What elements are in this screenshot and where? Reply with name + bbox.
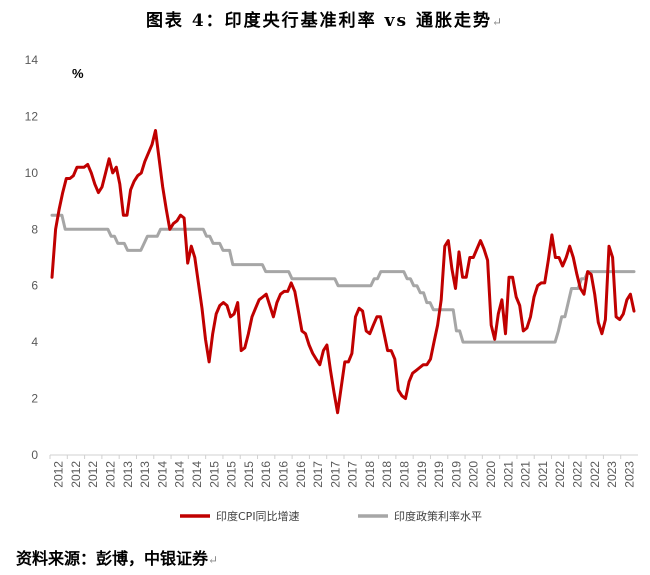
x-tick-label: 2023 — [605, 461, 619, 488]
x-tick-label: 2023 — [622, 461, 636, 488]
x-tick-label: 2019 — [415, 461, 429, 488]
y-tick-label: 8 — [31, 222, 38, 236]
y-tick-label: 0 — [31, 448, 38, 462]
y-tick-label: 4 — [31, 335, 38, 349]
x-tick-label: 2014 — [173, 461, 187, 488]
x-tick-label: 2021 — [501, 461, 515, 488]
x-tick-label: 2015 — [225, 461, 239, 488]
x-tick-label: 2017 — [311, 461, 325, 488]
x-tick-label: 2021 — [519, 461, 533, 488]
chart-title-text: 图表 4：印度央行基准利率 vs 通胀走势 — [145, 11, 492, 31]
source-text: 资料来源：彭博，中银证券 — [16, 549, 209, 568]
x-tick-label: 2021 — [536, 461, 550, 488]
y-tick-label: 10 — [25, 166, 39, 180]
return-mark: ↵ — [208, 553, 219, 567]
x-tick-label: 2012 — [104, 461, 118, 488]
legend-label-cpi: 印度CPI同比增速 — [216, 509, 300, 523]
x-tick-label: 2012 — [52, 461, 66, 488]
legend: 印度CPI同比增速 印度政策利率水平 — [180, 509, 482, 523]
y-unit-label: % — [72, 66, 84, 81]
x-tick-label: 2016 — [294, 461, 308, 488]
x-tick-label: 2020 — [484, 461, 498, 488]
x-tick-label: 2017 — [328, 461, 342, 488]
x-tick-label: 2018 — [380, 461, 394, 488]
x-tick-label: 2015 — [242, 461, 256, 488]
x-tick-label: 2022 — [570, 461, 584, 488]
return-mark: ↵ — [491, 15, 505, 29]
x-tick-label: 2013 — [138, 461, 152, 488]
x-tick-label: 2022 — [588, 461, 602, 488]
y-tick-label: 6 — [31, 279, 38, 293]
x-tick-label: 2018 — [398, 461, 412, 488]
x-tick-label: 2020 — [467, 461, 481, 488]
x-tick-label: 2015 — [207, 461, 221, 488]
y-axis: 0 2 4 6 8 10 12 14 — [25, 53, 39, 462]
x-tick-label: 2016 — [276, 461, 290, 488]
x-tick-label: 2018 — [363, 461, 377, 488]
x-tick-label: 2017 — [346, 461, 360, 488]
x-tick-label: 2019 — [449, 461, 463, 488]
cpi-series-line — [50, 129, 636, 415]
x-tick-label: 2012 — [86, 461, 100, 488]
x-tick-label: 2022 — [553, 461, 567, 488]
x-tick-label: 2013 — [121, 461, 135, 488]
y-tick-label: 14 — [25, 53, 39, 67]
chart-title: 图表 4：印度央行基准利率 vs 通胀走势↵ — [0, 6, 650, 31]
legend-label-policy-rate: 印度政策利率水平 — [394, 509, 482, 523]
source-note: 资料来源：彭博，中银证券↵ — [16, 545, 218, 569]
x-tick-label: 2014 — [155, 461, 169, 488]
x-tick-label: 2016 — [259, 461, 273, 488]
y-tick-label: 12 — [25, 109, 39, 123]
x-tick-label: 2019 — [432, 461, 446, 488]
x-tick-label: 2014 — [190, 461, 204, 488]
x-axis: 2012 2012 2012 2012 2013 2013 2014 2014 2014 2015… — [49, 454, 638, 488]
policy-rate-series-line — [50, 213, 636, 344]
x-tick-label: 2012 — [69, 461, 83, 488]
series-group — [50, 129, 636, 415]
y-tick-label: 2 — [31, 392, 38, 406]
